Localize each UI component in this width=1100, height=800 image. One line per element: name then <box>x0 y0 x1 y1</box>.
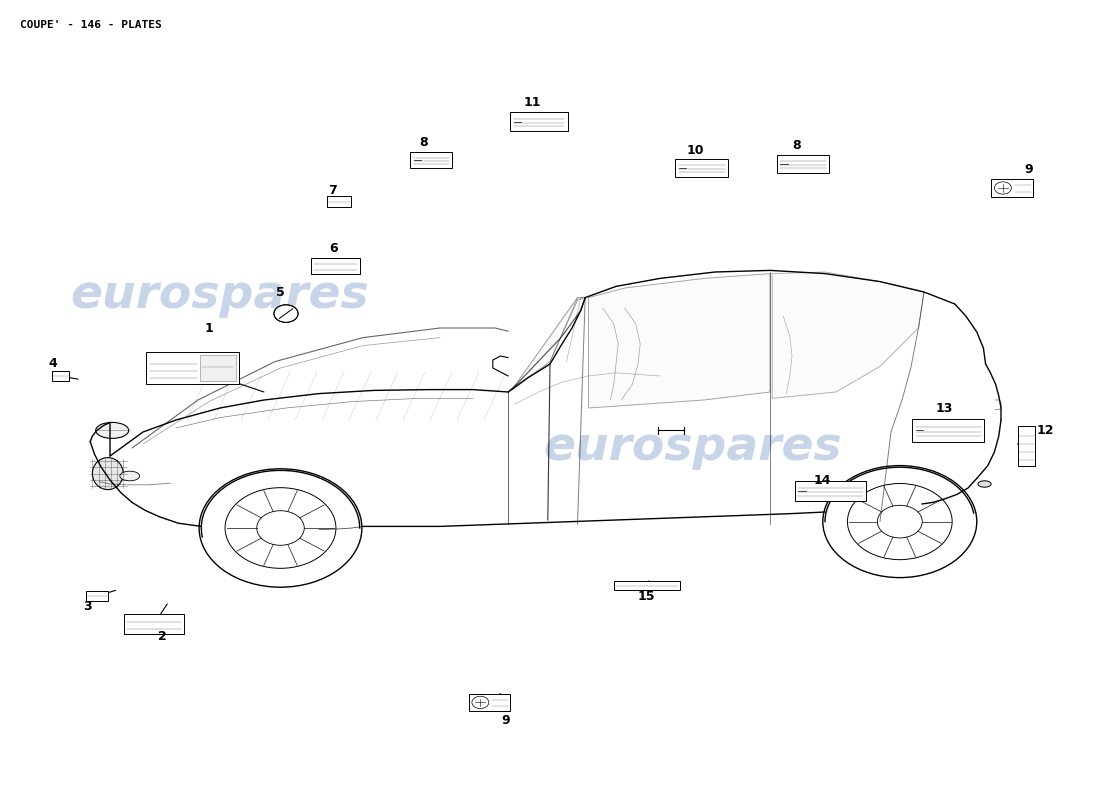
Bar <box>510 112 568 131</box>
Text: 3: 3 <box>84 600 92 613</box>
Bar <box>86 590 108 602</box>
Text: 9: 9 <box>502 714 510 726</box>
Text: 9: 9 <box>1024 163 1033 176</box>
Bar <box>913 419 984 442</box>
Text: 8: 8 <box>792 139 801 152</box>
Ellipse shape <box>978 481 991 487</box>
Text: eurospares: eurospares <box>543 426 843 470</box>
Bar <box>614 581 680 590</box>
Text: eurospares: eurospares <box>70 274 370 318</box>
Ellipse shape <box>96 422 129 438</box>
Bar <box>469 694 510 711</box>
Polygon shape <box>588 274 770 408</box>
Text: 6: 6 <box>329 242 338 254</box>
Text: 14: 14 <box>814 474 832 486</box>
Text: 13: 13 <box>935 402 953 414</box>
Text: 5: 5 <box>276 286 285 298</box>
Bar <box>52 371 69 381</box>
Ellipse shape <box>120 471 140 481</box>
Bar <box>794 481 867 501</box>
Text: 15: 15 <box>638 590 656 603</box>
Bar <box>777 155 829 173</box>
Text: 7: 7 <box>328 184 337 197</box>
Ellipse shape <box>92 458 123 490</box>
Bar <box>1018 426 1035 466</box>
Polygon shape <box>512 298 585 390</box>
Bar <box>410 152 452 168</box>
Text: 4: 4 <box>48 358 57 370</box>
Bar <box>145 352 239 384</box>
Text: 2: 2 <box>158 630 167 642</box>
Bar <box>310 258 360 274</box>
Circle shape <box>994 182 1011 194</box>
Circle shape <box>274 305 298 322</box>
Text: 11: 11 <box>524 96 541 109</box>
Text: 1: 1 <box>205 322 213 334</box>
Bar <box>200 355 235 381</box>
Bar <box>327 196 351 207</box>
Bar <box>675 159 728 177</box>
Bar <box>124 614 185 634</box>
Circle shape <box>472 696 488 709</box>
Text: 10: 10 <box>686 144 704 157</box>
Polygon shape <box>772 272 924 398</box>
Text: 8: 8 <box>419 136 428 149</box>
Text: COUPE' - 146 - PLATES: COUPE' - 146 - PLATES <box>20 20 162 30</box>
Bar <box>991 179 1033 197</box>
Text: 12: 12 <box>1036 424 1054 437</box>
